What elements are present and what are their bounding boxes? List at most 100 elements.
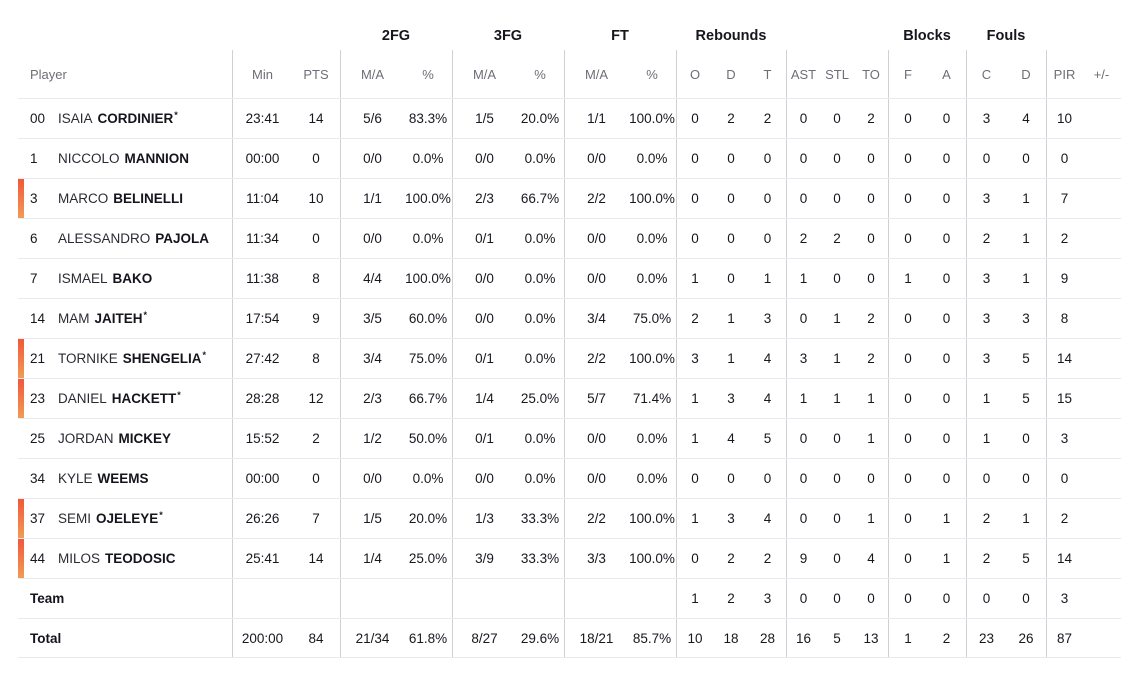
cell-pir: 3 (1046, 419, 1082, 458)
on-court-indicator (18, 339, 24, 378)
cell-reb-t: 0 (763, 191, 772, 206)
cell-reb-t: 0 (763, 151, 772, 166)
cell-reb-o: 1 (676, 579, 713, 618)
cell-pts: 14 (308, 551, 324, 566)
cell-reb-d: 0 (727, 151, 735, 166)
cell-reb-t: 2 (763, 551, 772, 566)
cell-reb-o: 0 (676, 139, 713, 178)
cell-min: 27:42 (232, 339, 292, 378)
cell-foul-d: 5 (1022, 351, 1030, 366)
cell-2fg-pct: 100.0% (405, 271, 451, 286)
cell-reb-o: 0 (676, 99, 713, 138)
cell-ast: 0 (786, 299, 820, 338)
cell-foul-d: 5 (1022, 551, 1030, 566)
cell-reb-o: 0 (676, 539, 713, 578)
cell-ast: 0 (786, 419, 820, 458)
cell-plus-minus (1082, 99, 1121, 138)
cell-2fg-pct: 75.0% (408, 351, 448, 366)
cell-blk-a: 2 (942, 630, 951, 646)
cell-2fg-pct: 50.0% (408, 431, 448, 446)
cell-blk-a: 0 (942, 151, 951, 166)
player-row: 7 ISMAEL BAKO 11:38 8 4/4 100.0% 0/0 0.0% 0/0 0.0%… (18, 258, 1121, 298)
player-number: 34 (30, 471, 46, 486)
cell-ft-ma: 1/1 (564, 99, 628, 138)
cell-reb-t: 3 (763, 591, 772, 606)
cell-min: 00:00 (232, 459, 292, 498)
cell-2fg-pct: 0.0% (412, 151, 444, 166)
cell-foul-c: 2 (966, 219, 1006, 258)
player-last-name: BELINELLI (113, 191, 183, 206)
col-header-ast: AST (786, 50, 820, 98)
cell-min: 200:00 (232, 619, 292, 657)
col-header-3fg-ma: M/A (452, 50, 516, 98)
cell-reb-t: 3 (763, 311, 772, 326)
cell-blk-f: 0 (888, 99, 927, 138)
col-header-blk-a: A (942, 66, 951, 82)
cell-3fg-ma: 0/0 (452, 259, 516, 298)
cell-blk-f: 0 (888, 219, 927, 258)
player-last-name: HACKETT (111, 391, 177, 406)
cell-to: 0 (867, 231, 875, 246)
group-header-spacer-pir (1046, 16, 1121, 44)
cell-plus-minus (1082, 619, 1121, 657)
cell-blk-a: 0 (942, 431, 951, 446)
cell-stl: 0 (833, 591, 841, 606)
cell-pir: 15 (1046, 379, 1082, 418)
cell-reb-t: 2 (763, 111, 772, 126)
col-header-3fg-pct: % (534, 66, 546, 82)
cell-pir: 14 (1046, 339, 1082, 378)
player-number: 6 (30, 231, 38, 246)
cell-pts: 8 (312, 271, 320, 286)
player-first-name: ISMAEL (58, 271, 108, 286)
cell-stl: 0 (833, 111, 841, 126)
cell-3fg-pct: 0.0% (524, 231, 556, 246)
cell-stl: 0 (833, 471, 841, 486)
player-number: 7 (30, 271, 38, 286)
cell-blk-a: 1 (942, 511, 951, 526)
cell-blk-f: 0 (888, 179, 927, 218)
cell-stl: 0 (833, 431, 841, 446)
cell-pts (292, 579, 340, 618)
cell-blk-f: 0 (888, 499, 927, 538)
player-number: 3 (30, 191, 38, 206)
total-row: Total 200:00 84 21/34 61.8% 8/27 29.6% 18/21 85.… (18, 618, 1121, 658)
cell-blk-f: 0 (888, 139, 927, 178)
cell-stl: 0 (833, 191, 841, 206)
cell-ft-ma: 0/0 (564, 419, 628, 458)
cell-2fg-ma: 5/6 (340, 99, 404, 138)
cell-to: 2 (867, 351, 875, 366)
starter-mark: * (174, 109, 178, 120)
cell-pts: 10 (308, 191, 324, 206)
cell-to: 0 (867, 271, 875, 286)
cell-blk-f: 0 (888, 579, 927, 618)
col-header-pir: PIR (1046, 50, 1082, 98)
cell-foul-d: 1 (1022, 511, 1030, 526)
cell-reb-d: 0 (727, 191, 735, 206)
group-header-3fg: 3FG (493, 28, 523, 44)
cell-pir: 10 (1046, 99, 1082, 138)
player-number: 44 (30, 551, 46, 566)
cell-plus-minus (1082, 219, 1121, 258)
cell-stl: 1 (833, 391, 841, 406)
cell-ast: 0 (786, 179, 820, 218)
total-label: Total (30, 630, 62, 646)
cell-foul-c: 1 (966, 419, 1006, 458)
player-first-name: NICCOLO (58, 151, 120, 166)
cell-foul-c: 3 (966, 259, 1006, 298)
cell-ast: 2 (786, 219, 820, 258)
cell-foul-d: 1 (1022, 191, 1030, 206)
cell-blk-f: 1 (888, 619, 927, 657)
cell-reb-o: 0 (676, 459, 713, 498)
cell-2fg-ma: 3/4 (340, 339, 404, 378)
cell-min: 00:00 (232, 139, 292, 178)
col-header-foul-d: D (1021, 66, 1031, 82)
cell-2fg-ma: 0/0 (340, 459, 404, 498)
player-last-name: OJELEYE (96, 511, 159, 526)
player-first-name: MAM (58, 311, 90, 326)
cell-pir: 14 (1046, 539, 1082, 578)
col-header-player: Player (30, 66, 67, 82)
cell-plus-minus (1082, 179, 1121, 218)
player-cell: 14 MAM JAITEH * (18, 299, 232, 338)
cell-ft-pct: 85.7% (632, 630, 672, 646)
cell-stl: 1 (833, 311, 841, 326)
